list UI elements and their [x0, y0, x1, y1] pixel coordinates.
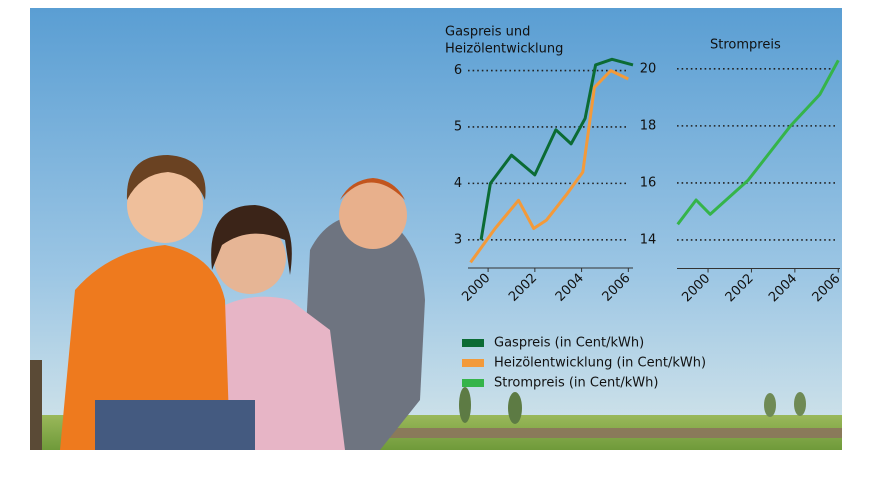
- legend-swatch: [462, 339, 484, 347]
- y-tick-label: 14: [640, 232, 657, 247]
- legend-label: Gaspreis (in Cent/kWh): [494, 336, 644, 351]
- chart-title: Strompreis: [710, 38, 781, 53]
- legend-label: Heizölentwicklung (in Cent/kWh): [494, 356, 706, 371]
- photo: [30, 8, 842, 450]
- legend-swatch: [462, 379, 484, 387]
- y-tick-label: 18: [640, 118, 657, 133]
- y-tick-label: 16: [640, 175, 657, 190]
- y-tick-label: 4: [454, 176, 462, 191]
- chart-title: Heizölentwicklung: [445, 42, 563, 57]
- y-tick-label: 3: [454, 232, 462, 247]
- legend-swatch: [462, 359, 484, 367]
- page: Gaspreis undHeizölentwicklung34562000200…: [0, 0, 872, 477]
- y-tick-label: 20: [640, 61, 657, 76]
- y-tick-label: 6: [454, 63, 462, 78]
- chart-title: Gaspreis und: [445, 25, 530, 40]
- legend-label: Strompreis (in Cent/kWh): [494, 376, 658, 391]
- y-tick-label: 5: [454, 119, 462, 134]
